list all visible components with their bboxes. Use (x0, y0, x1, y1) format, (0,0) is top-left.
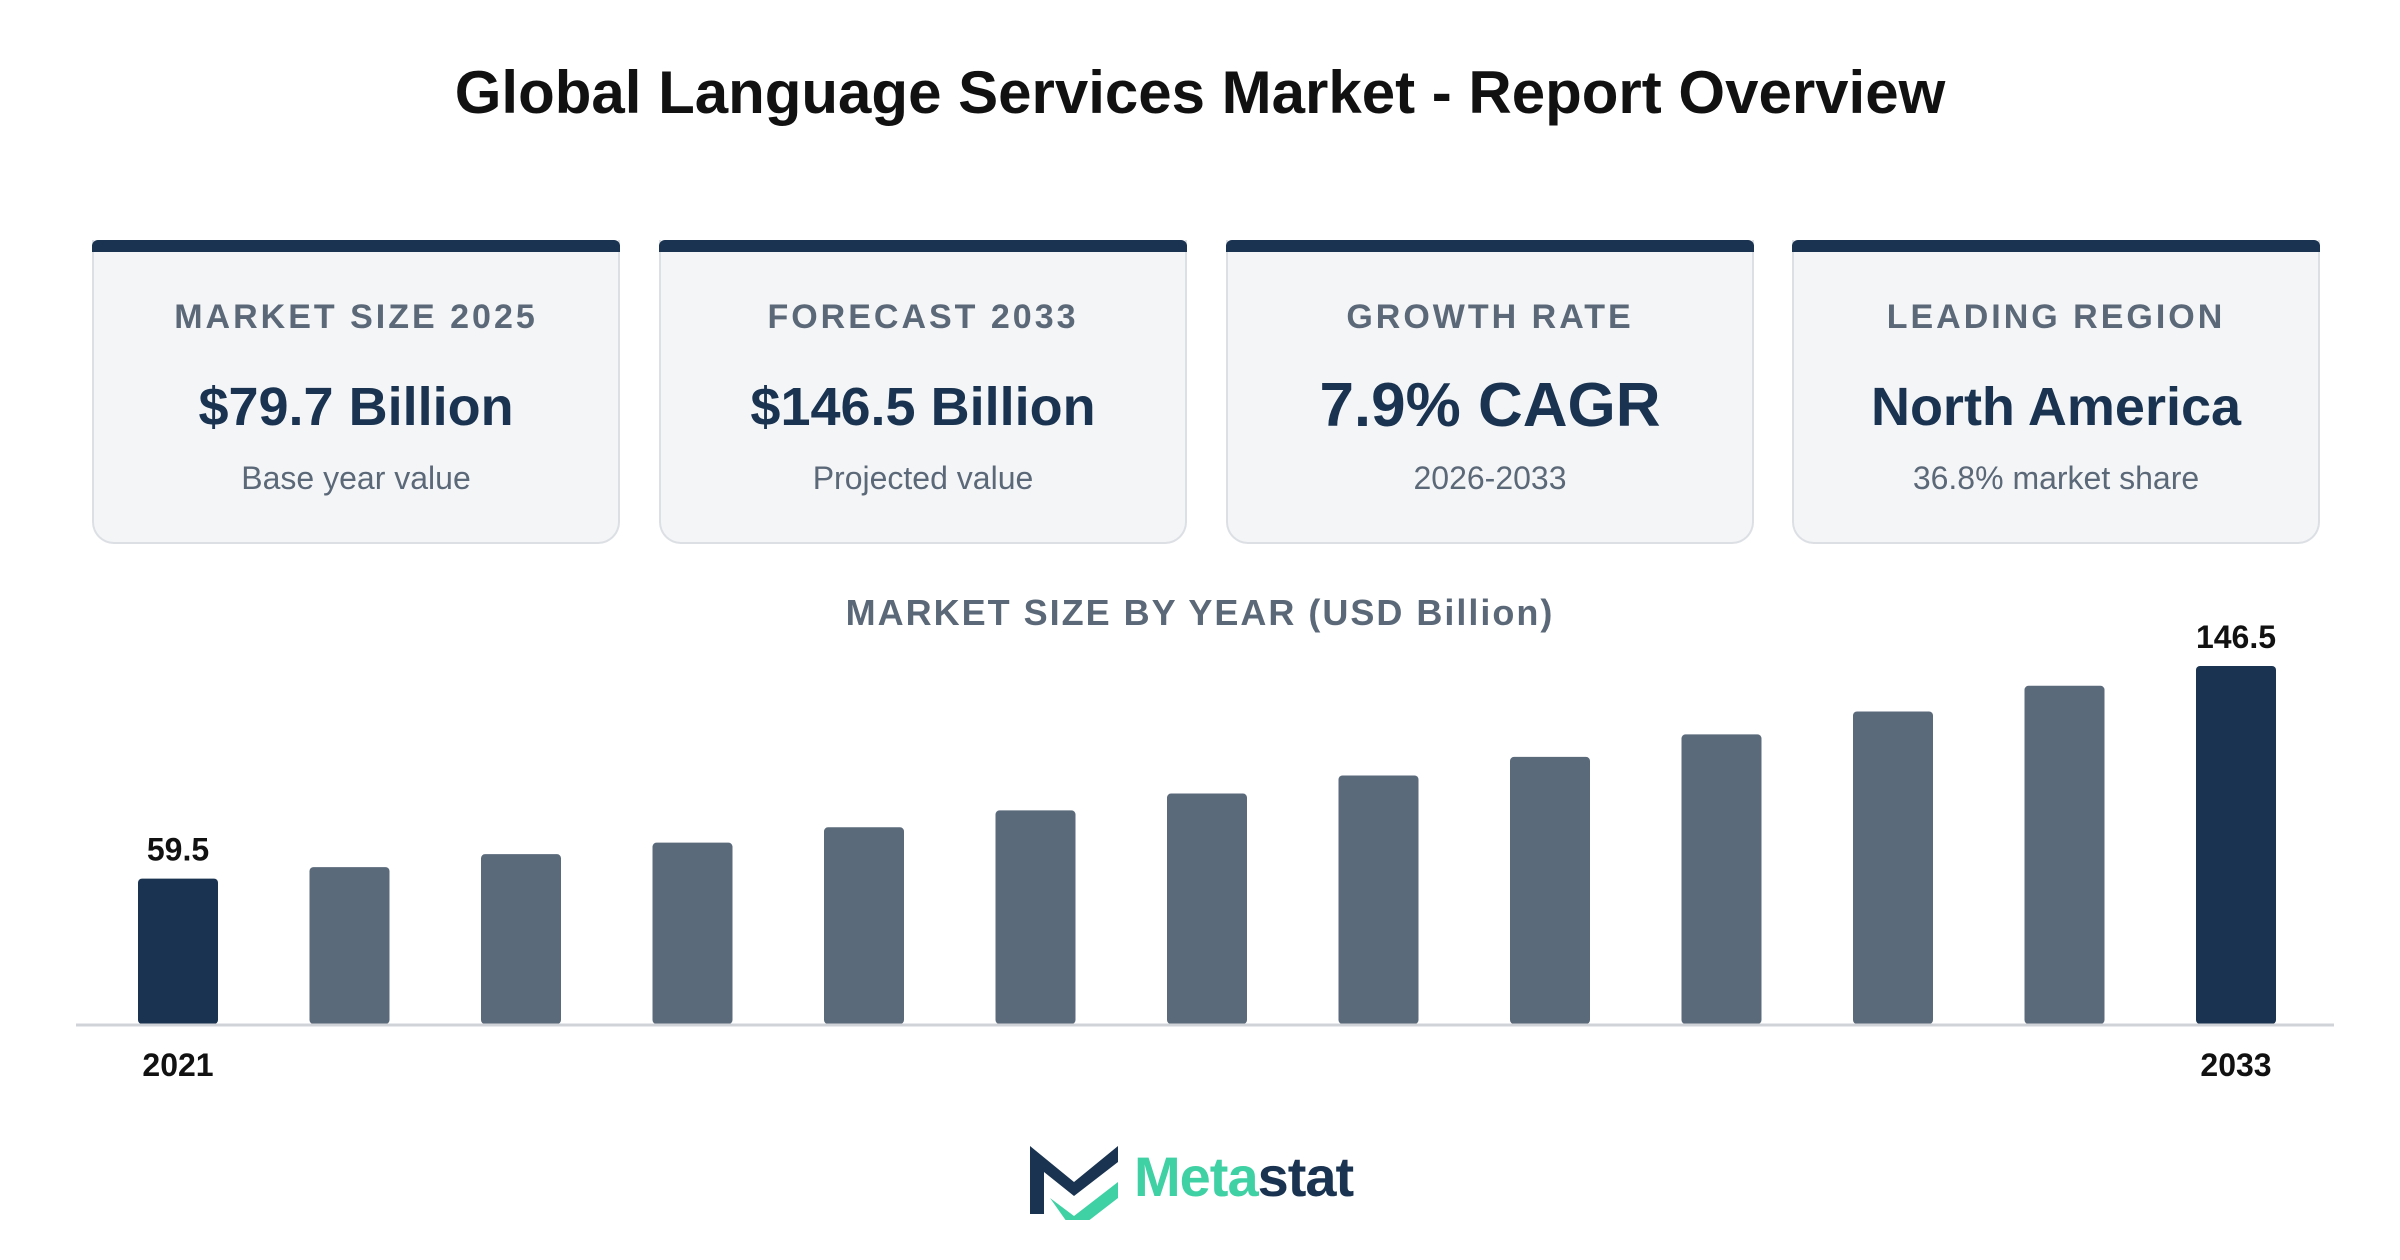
card-market-size: MARKET SIZE 2025 $79.7 Billion Base year… (92, 240, 620, 544)
card-subtitle: 36.8% market share (1912, 460, 2200, 496)
x-tick-label-last: 2033 (2200, 1047, 2271, 1083)
card-label: GROWTH RATE (1346, 298, 1634, 336)
card-value: $146.5 Billion (750, 377, 1096, 437)
metastat-logo: Metastat (1026, 1140, 1396, 1220)
card-forecast: FORECAST 2033 $146.5 Billion Projected v… (659, 240, 1187, 544)
chart-title: MARKET SIZE BY YEAR (USD Billion) (845, 592, 1555, 633)
value-label-last: 146.5 (2196, 619, 2276, 655)
card-label: MARKET SIZE 2025 (174, 298, 538, 336)
logo-word-part2: stat (1257, 1145, 1355, 1208)
card-accent-bar (659, 240, 1187, 252)
bar-chart: 59.5 146.5 2021 2033 (76, 619, 2334, 1083)
value-label-first: 59.5 (147, 832, 209, 868)
card-accent-bar (1792, 240, 2320, 252)
card-subtitle: 2026-2033 (1413, 460, 1567, 496)
card-label: LEADING REGION (1886, 298, 2226, 336)
card-leading-region: LEADING REGION North America 36.8% marke… (1792, 240, 2320, 544)
bar-2030 (1681, 734, 1762, 1024)
summary-cards: MARKET SIZE 2025 $79.7 Billion Base year… (92, 240, 2320, 544)
card-value: $79.7 Billion (198, 377, 514, 437)
bar-2029 (1510, 756, 1590, 1024)
logo-wordmark: Metastat (1134, 1144, 1355, 1209)
bar-2031 (1853, 711, 1933, 1024)
bar-2021 (138, 878, 218, 1024)
bar-2025 (824, 827, 904, 1024)
card-value: North America (1870, 377, 2242, 437)
logo-mark-icon (1030, 1146, 1118, 1220)
logo-word-part1: Meta (1134, 1145, 1259, 1208)
card-growth-rate: GROWTH RATE 7.9% CAGR 2026-2033 (1226, 240, 1754, 544)
bar-2032 (2024, 685, 2105, 1024)
bar-2023 (481, 854, 561, 1024)
page-title: Global Language Services Market - Report… (454, 59, 1946, 126)
bar-2026 (995, 810, 1076, 1024)
card-label: FORECAST 2033 (767, 298, 1079, 336)
card-subtitle: Base year value (241, 460, 471, 496)
x-tick-label-first: 2021 (142, 1047, 213, 1083)
card-accent-bar (92, 240, 620, 252)
bar-2024 (652, 842, 733, 1024)
bar-2033 (2196, 666, 2276, 1024)
card-accent-bar (1226, 240, 1754, 252)
card-value: 7.9% CAGR (1319, 371, 1661, 440)
card-subtitle: Projected value (812, 460, 1034, 496)
bar-2027 (1167, 793, 1247, 1024)
bar-2022 (309, 867, 390, 1024)
bar-2028 (1338, 775, 1419, 1024)
